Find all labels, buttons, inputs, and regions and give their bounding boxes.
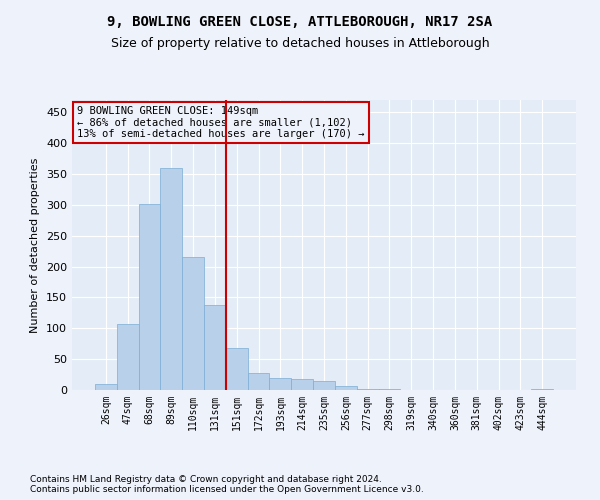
Text: 9, BOWLING GREEN CLOSE, ATTLEBOROUGH, NR17 2SA: 9, BOWLING GREEN CLOSE, ATTLEBOROUGH, NR… [107,15,493,29]
Text: Size of property relative to detached houses in Attleborough: Size of property relative to detached ho… [110,38,490,51]
Bar [313,380,335,390]
Bar [160,168,182,390]
Bar [117,324,139,390]
Bar [291,379,313,390]
Bar [226,348,248,390]
Bar [182,258,204,390]
Text: Contains public sector information licensed under the Open Government Licence v3: Contains public sector information licen… [30,486,424,494]
Text: Contains HM Land Registry data © Crown copyright and database right 2024.: Contains HM Land Registry data © Crown c… [30,476,382,484]
Bar [335,386,357,390]
Bar [248,372,269,390]
Y-axis label: Number of detached properties: Number of detached properties [31,158,40,332]
Text: 9 BOWLING GREEN CLOSE: 149sqm
← 86% of detached houses are smaller (1,102)
13% o: 9 BOWLING GREEN CLOSE: 149sqm ← 86% of d… [77,106,365,139]
Bar [95,384,117,390]
Bar [204,306,226,390]
Bar [139,204,160,390]
Bar [269,378,291,390]
